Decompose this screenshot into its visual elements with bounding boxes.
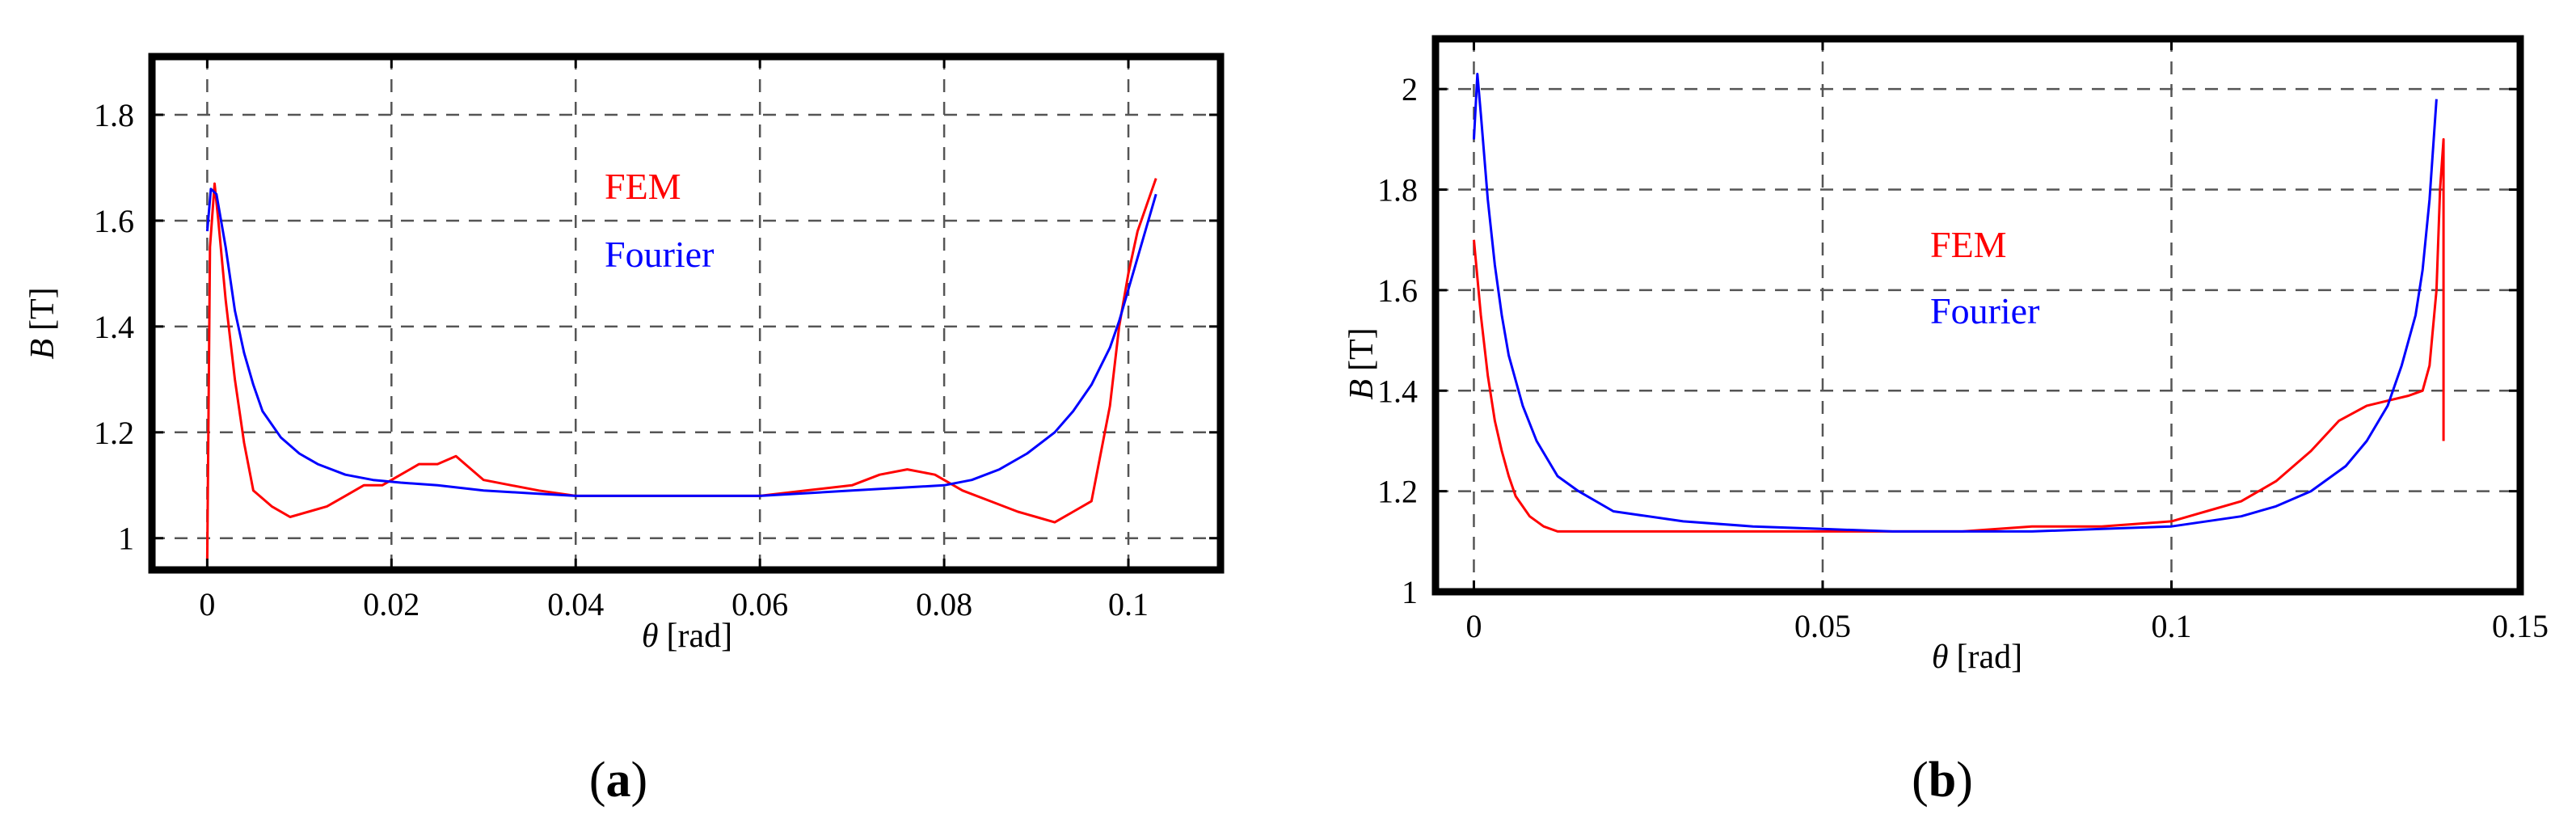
y-axis-symbol-a: B (24, 339, 61, 360)
series-a (205, 178, 1157, 559)
plot-frame-b (1431, 35, 2524, 596)
y-tick-labels-b: 1 1.2 1.4 1.6 1.8 2 (1377, 71, 1418, 610)
x-axis-unit-b: [rad] (1957, 639, 2023, 676)
plot-frame-a (148, 53, 1225, 574)
chart-a: 1 1.2 1.4 1.6 1.8 0 0.02 0.04 0.06 0.08 0.1 FEM F… (24, 53, 1225, 808)
y-axis-label-a: B [T] (24, 287, 61, 359)
x-axis-symbol-a: θ (642, 618, 659, 655)
chart-b: 11.21.41.61.82 0 0.05 0.1 0.15 FEM Fourier … (1343, 35, 2549, 808)
x-axis-label-b: θ [rad] (1932, 639, 2022, 676)
y-tick-labels-a: 1 1.2 1.4 1.6 1.8 (94, 97, 134, 557)
y-tick-label: 1 (1402, 574, 1418, 610)
x-tick-label: 0.02 (363, 586, 419, 622)
legend-fem-b: FEM (1930, 224, 2007, 265)
series-fem (205, 178, 1157, 559)
y-axis-unit-b: [T] (1343, 327, 1381, 371)
x-tick-label: 0.04 (547, 586, 604, 622)
x-tick-label: 0.08 (916, 586, 972, 622)
y-tick-label: 1.6 (1377, 272, 1418, 309)
x-axis-symbol-b: θ (1932, 639, 1949, 676)
x-tick-label: 0.06 (731, 586, 788, 622)
y-tick-label: 1.6 (94, 203, 134, 239)
y-axis-label-b: B [T] (1343, 327, 1381, 399)
series-fourier (1473, 73, 2438, 533)
y-tick-label: 2 (1402, 71, 1418, 108)
y-tick-label: 1.4 (94, 309, 134, 345)
x-axis-unit-a: [rad] (667, 618, 733, 655)
plot-area-b (1436, 39, 2520, 592)
x-tick-label: 0 (199, 586, 215, 622)
legend-fourier-a: Fourier (605, 234, 714, 275)
y-tick-label: 1.2 (94, 415, 134, 451)
x-tick-label: 0.1 (1108, 586, 1149, 622)
panel-label-a: (a) (589, 753, 647, 808)
ticks-a (152, 57, 1221, 570)
panel-label-b: (b) (1912, 753, 1973, 808)
legend-fourier-b: Fourier (1930, 290, 2039, 331)
y-axis-unit-a: [T] (24, 287, 61, 331)
series-fourier (205, 188, 1157, 497)
x-tick-labels-a: 0 0.02 0.04 0.06 0.08 0.1 (199, 586, 1149, 622)
series-fem (1473, 137, 2445, 533)
legend-fem-a: FEM (605, 166, 681, 207)
x-axis-label-a: θ [rad] (642, 618, 732, 655)
y-axis-symbol-b: B (1343, 379, 1381, 400)
series-b (1473, 73, 2445, 533)
y-tick-label: 1.8 (94, 97, 134, 133)
plot-area-a (152, 57, 1221, 570)
grid-a (152, 57, 1221, 570)
x-tick-label: 0 (1465, 608, 1482, 644)
y-tick-label: 1.4 (1377, 373, 1418, 409)
x-tick-label: 0.15 (2492, 608, 2549, 644)
ticks-b (1436, 39, 2522, 593)
y-tick-label: 1.8 (1377, 172, 1418, 209)
x-tick-label: 0.05 (1794, 608, 1851, 644)
y-tick-label: 1 (118, 521, 134, 557)
x-tick-labels-b: 0 0.05 0.1 0.15 (1465, 608, 2549, 644)
x-tick-label: 0.1 (2151, 608, 2191, 644)
y-tick-label: 1.2 (1377, 474, 1418, 510)
